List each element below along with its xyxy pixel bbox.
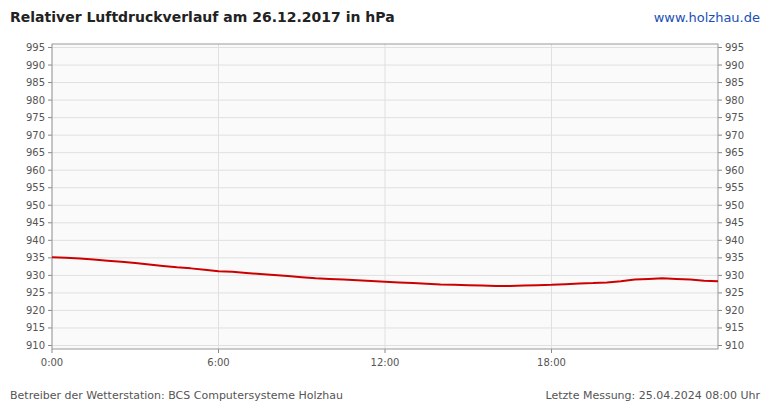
- y2-tick-label: 955: [725, 182, 744, 193]
- y-tick: [48, 222, 52, 223]
- x-tick: [551, 349, 552, 353]
- y-tick-label: 910: [26, 340, 45, 351]
- y-tick: [48, 275, 52, 276]
- y2-tick: [718, 152, 722, 153]
- y2-tick: [718, 135, 722, 136]
- y2-tick: [718, 310, 722, 311]
- y-tick: [48, 47, 52, 48]
- series-group: [52, 257, 718, 286]
- y-tick-label: 990: [26, 60, 45, 71]
- y2-tick-label: 960: [725, 165, 744, 176]
- y-tick-label: 970: [26, 130, 45, 141]
- y2-tick-label: 925: [725, 287, 744, 298]
- y-tick-label: 935: [26, 252, 45, 263]
- axes: 910 915 920 925 930 935 940 945 950 955 960 965 970 9…: [26, 42, 744, 368]
- y2-tick: [718, 47, 722, 48]
- y2-tick-label: 950: [725, 200, 744, 211]
- y2-tick-label: 920: [725, 305, 744, 316]
- y-tick-label: 995: [26, 42, 45, 53]
- x-grid-line: [385, 44, 386, 349]
- x-grid-line: [218, 44, 219, 349]
- footer-right: Letzte Messung: 25.04.2024 08:00 Uhr: [546, 389, 761, 402]
- y2-tick: [718, 187, 722, 188]
- y-tick: [48, 152, 52, 153]
- y2-tick-label: 930: [725, 270, 744, 281]
- x-tick-label: 18:00: [537, 357, 566, 368]
- y2-tick-label: 995: [725, 42, 744, 53]
- y-tick-label: 930: [26, 270, 45, 281]
- y-tick: [48, 187, 52, 188]
- title: Relativer Luftdruckverlauf am 26.12.2017…: [10, 9, 395, 25]
- y2-tick: [718, 240, 722, 241]
- footer-left: Betreiber der Wetterstation: BCS Compute…: [10, 389, 343, 402]
- y-tick: [48, 65, 52, 66]
- plot-area: [52, 44, 718, 349]
- y-tick-label: 980: [26, 95, 45, 106]
- y2-tick: [718, 100, 722, 101]
- y2-tick-label: 985: [725, 77, 744, 88]
- y-tick-label: 945: [26, 217, 45, 228]
- y-tick: [48, 345, 52, 346]
- x-tick-label: 12:00: [371, 357, 400, 368]
- y-tick-label: 955: [26, 182, 45, 193]
- y-tick: [48, 292, 52, 293]
- y2-tick-label: 910: [725, 340, 744, 351]
- y-tick-label: 985: [26, 77, 45, 88]
- y-tick: [48, 117, 52, 118]
- x-tick-label: 6:00: [207, 357, 229, 368]
- pressure-line: [52, 257, 718, 286]
- y-tick: [48, 100, 52, 101]
- y2-tick: [718, 222, 722, 223]
- y2-tick: [718, 170, 722, 171]
- y-tick: [48, 327, 52, 328]
- x-tick: [52, 349, 53, 353]
- y2-tick-label: 990: [725, 60, 744, 71]
- y-tick-label: 920: [26, 305, 45, 316]
- y2-tick: [718, 257, 722, 258]
- y-tick: [48, 82, 52, 83]
- y-tick: [48, 205, 52, 206]
- y2-tick-label: 915: [725, 322, 744, 333]
- plot-frame: [52, 44, 718, 349]
- y-tick: [48, 170, 52, 171]
- y-tick-label: 940: [26, 235, 45, 246]
- y2-tick-label: 970: [725, 130, 744, 141]
- x-tick: [385, 349, 386, 353]
- y2-tick: [718, 275, 722, 276]
- y2-tick-label: 975: [725, 112, 744, 123]
- y-tick: [48, 240, 52, 241]
- y-tick-label: 915: [26, 322, 45, 333]
- y2-tick: [718, 82, 722, 83]
- y2-tick-label: 965: [725, 147, 744, 158]
- x-grid-line: [551, 44, 552, 349]
- grid: [52, 44, 718, 349]
- y2-tick-label: 980: [725, 95, 744, 106]
- y2-tick: [718, 327, 722, 328]
- y-tick: [48, 135, 52, 136]
- y-tick-label: 960: [26, 165, 45, 176]
- y2-tick-label: 935: [725, 252, 744, 263]
- y2-tick: [718, 117, 722, 118]
- y2-tick: [718, 292, 722, 293]
- y2-tick-label: 945: [725, 217, 744, 228]
- y-tick: [48, 257, 52, 258]
- y-tick: [48, 310, 52, 311]
- y-tick-label: 925: [26, 287, 45, 298]
- y-tick-label: 975: [26, 112, 45, 123]
- y-tick-label: 950: [26, 200, 45, 211]
- y2-tick: [718, 65, 722, 66]
- y-tick-label: 965: [26, 147, 45, 158]
- url-text: www.holzhau.de: [654, 10, 760, 25]
- x-tick-label: 0:00: [41, 357, 63, 368]
- chart: Relativer Luftdruckverlauf am 26.12.2017…: [0, 0, 770, 409]
- y2-tick-label: 940: [725, 235, 744, 246]
- y2-tick: [718, 345, 722, 346]
- y2-tick: [718, 205, 722, 206]
- x-tick: [218, 349, 219, 353]
